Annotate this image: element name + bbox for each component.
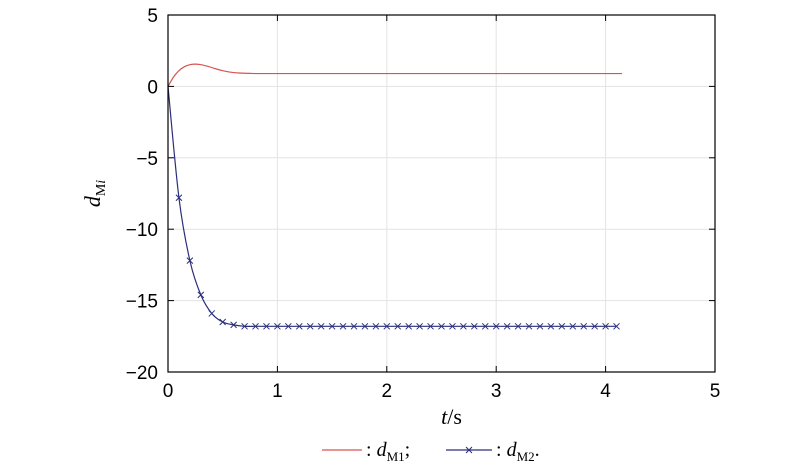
legend-item-dm2: : dM2. — [446, 439, 540, 464]
data-point-dm2 — [197, 291, 205, 299]
series-dm2 — [167, 86, 620, 330]
legend-label-dm1: : dM1; — [366, 439, 410, 464]
legend-sub-dm2: M2 — [517, 449, 535, 464]
data-point-dm2 — [525, 322, 533, 330]
data-point-dm2 — [481, 322, 489, 330]
tick-marks — [167, 14, 716, 373]
legend-suffix-dm1: ; — [405, 439, 411, 461]
legend-sub-dm1: M1 — [387, 449, 405, 464]
data-point-dm2 — [383, 322, 391, 330]
x-axis-var: t — [441, 404, 448, 429]
data-point-dm2 — [361, 322, 369, 330]
x-tick-label: 4 — [600, 381, 611, 402]
legend-var-dm2: d — [507, 439, 518, 461]
x-tick-label: 0 — [163, 381, 174, 402]
data-point-dm2 — [492, 322, 500, 330]
y-tick-label: 5 — [147, 6, 158, 27]
data-point-dm2 — [263, 322, 270, 330]
data-point-dm2 — [514, 322, 522, 330]
x-tick-label: 2 — [382, 381, 393, 402]
data-point-dm2 — [219, 318, 227, 326]
x-tick-label: 5 — [710, 381, 721, 402]
series-dm1 — [167, 63, 623, 87]
data-point-dm2 — [186, 257, 194, 264]
data-point-dm2 — [438, 322, 445, 330]
legend-prefix-dm1: : — [366, 439, 377, 461]
series-line-dm2 — [167, 86, 617, 328]
x-tick-label: 3 — [491, 381, 502, 402]
data-point-dm2 — [328, 322, 336, 330]
data-point-dm2 — [394, 322, 402, 330]
data-point-dm2 — [427, 322, 434, 330]
data-point-dm2 — [503, 322, 511, 330]
y-tick-label: −15 — [126, 292, 158, 313]
grid — [167, 14, 716, 373]
data-point-dm2 — [460, 322, 467, 330]
data-point-dm2 — [536, 322, 544, 330]
y-axis-sub: M — [94, 183, 109, 196]
data-point-dm2 — [558, 322, 566, 330]
legend-item-dm1: : dM1; — [322, 439, 410, 464]
data-point-dm2 — [580, 322, 588, 330]
data-point-dm2 — [252, 322, 259, 330]
data-point-dm2 — [317, 322, 325, 330]
y-axis-label: dMi — [80, 180, 109, 207]
data-point-dm2 — [175, 194, 183, 202]
plot-frame — [167, 14, 716, 373]
data-point-dm2 — [306, 322, 314, 330]
series-line-dm1 — [167, 63, 623, 87]
x-axis-label: t/s — [441, 404, 462, 429]
data-point-dm2 — [372, 322, 380, 330]
legend-marker-dm2 — [465, 446, 473, 454]
data-point-dm2 — [339, 322, 347, 330]
data-point-dm2 — [470, 322, 478, 330]
data-point-dm2 — [613, 322, 620, 330]
data-point-dm2 — [405, 322, 413, 330]
legend-prefix-dm2: : — [496, 439, 507, 461]
series-layer — [167, 63, 623, 330]
legend-markers-dm2 — [465, 446, 473, 454]
tick-labels: 0 1 2 3 4 5 5 0 −5 −10 −15 −20 — [126, 6, 721, 402]
x-axis-unit: /s — [447, 404, 462, 429]
data-point-dm2 — [449, 322, 456, 330]
y-tick-label: −10 — [126, 220, 158, 241]
data-point-dm2 — [230, 321, 237, 329]
y-tick-label: −5 — [136, 149, 158, 170]
data-point-dm2 — [350, 322, 358, 330]
x-tick-label: 1 — [272, 381, 283, 402]
legend-suffix-dm2: . — [535, 439, 540, 461]
data-point-dm2 — [602, 322, 609, 330]
data-point-dm2 — [241, 322, 248, 330]
data-point-dm2 — [547, 322, 555, 330]
legend-label-dm2: : dM2. — [496, 439, 540, 464]
data-point-dm2 — [295, 322, 303, 330]
data-point-dm2 — [284, 322, 292, 330]
data-point-dm2 — [274, 322, 281, 330]
legend: : dM1; : dM2. — [322, 439, 540, 464]
y-tick-label: −20 — [126, 363, 158, 384]
legend-var-dm1: d — [377, 439, 388, 461]
data-point-dm2 — [208, 310, 216, 317]
data-point-dm2 — [416, 322, 423, 330]
y-tick-label: 0 — [147, 77, 158, 98]
y-axis-sub-italic: i — [94, 180, 109, 184]
y-axis-var: d — [80, 195, 105, 207]
data-point-dm2 — [591, 322, 599, 330]
data-point-dm2 — [569, 322, 577, 330]
